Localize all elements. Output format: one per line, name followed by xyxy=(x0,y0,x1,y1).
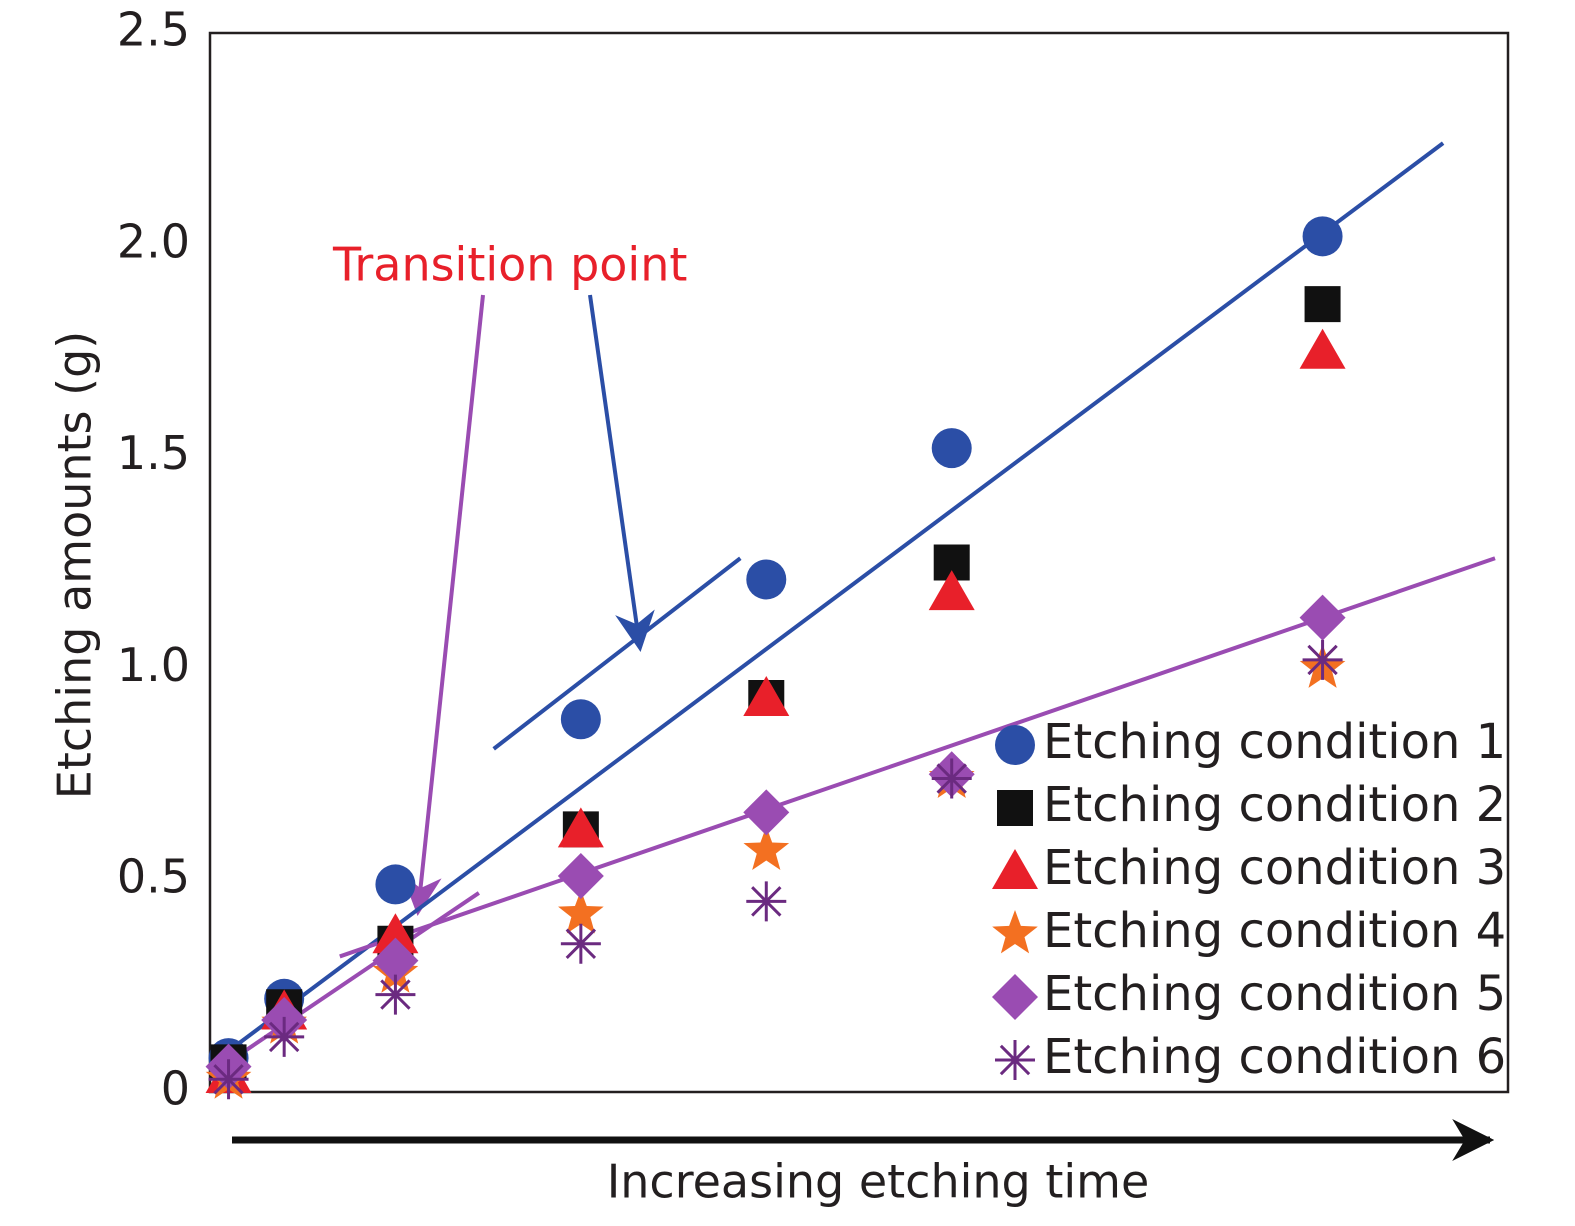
trend-line xyxy=(492,556,742,751)
legend-marker xyxy=(992,974,1038,1020)
data-point xyxy=(743,676,790,717)
data-point xyxy=(560,923,601,964)
data-point xyxy=(1304,286,1341,323)
y-tick-label: 2.5 xyxy=(117,3,190,57)
y-tick-label: 2.0 xyxy=(117,214,190,268)
data-point xyxy=(1299,328,1346,369)
trend-line xyxy=(339,556,1496,959)
legend-label: Etching condition 6 xyxy=(1043,1029,1506,1085)
data-point xyxy=(746,881,787,922)
y-tick-label: 0.5 xyxy=(117,850,190,904)
y-tick-label: 0 xyxy=(161,1062,190,1116)
legend-marker xyxy=(995,725,1035,765)
data-point xyxy=(558,890,604,934)
data-point xyxy=(746,559,787,600)
data-point xyxy=(931,758,972,799)
annotation: Transition point xyxy=(332,238,687,292)
data-point xyxy=(933,544,970,581)
data-point xyxy=(264,1016,305,1057)
legend-label: Etching condition 3 xyxy=(1043,840,1506,896)
y-tick-label: 1.5 xyxy=(117,426,190,480)
data-point xyxy=(560,699,601,740)
data-point xyxy=(375,864,416,905)
data-point xyxy=(557,807,604,848)
data-point xyxy=(743,826,790,870)
x-axis-label: Increasing etching time xyxy=(607,1155,1150,1209)
annotation-arrow xyxy=(401,294,485,916)
data-point xyxy=(372,913,419,954)
data-point xyxy=(1302,216,1343,257)
data-point xyxy=(375,974,416,1015)
data-point xyxy=(743,789,790,836)
legend-label: Etching condition 2 xyxy=(1043,777,1506,833)
y-axis-label: Etching amounts (g) xyxy=(48,331,102,799)
data-point xyxy=(928,570,975,611)
trend-line xyxy=(214,891,480,1073)
legend-marker xyxy=(992,849,1038,889)
trend-line xyxy=(229,141,1445,1052)
legend-label: Etching condition 4 xyxy=(1043,903,1506,959)
plot-frame xyxy=(208,31,1510,1094)
legend-marker xyxy=(995,1040,1035,1080)
data-point xyxy=(372,937,419,984)
legend-label: Etching condition 5 xyxy=(1043,966,1506,1022)
legend-marker xyxy=(997,790,1033,826)
data-point xyxy=(557,852,604,899)
data-point xyxy=(1299,594,1346,641)
y-tick-label: 1.0 xyxy=(117,638,190,692)
legend-label: Etching condition 1 xyxy=(1043,714,1506,770)
annotation-arrow xyxy=(588,294,655,652)
data-point xyxy=(208,1059,249,1100)
data-point xyxy=(1302,639,1343,680)
data-point xyxy=(931,428,972,469)
legend-marker xyxy=(992,910,1038,954)
